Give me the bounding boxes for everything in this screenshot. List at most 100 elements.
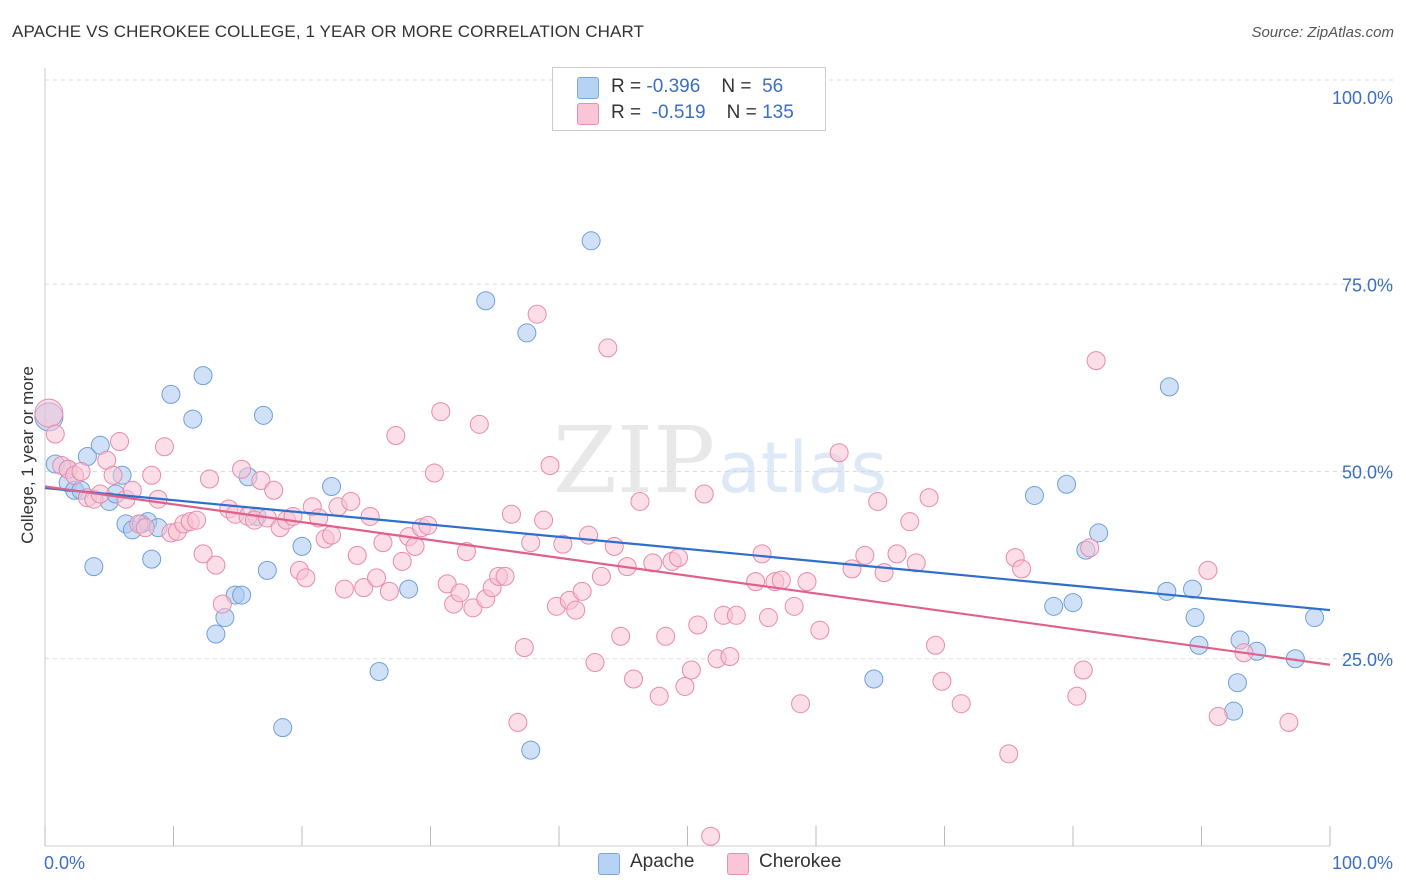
cherokee-point — [688, 615, 708, 635]
y-tick-label: 25.0% — [1342, 650, 1393, 670]
cherokee-point — [887, 544, 907, 564]
cherokee-point — [1208, 706, 1228, 726]
cherokee-point — [932, 671, 952, 691]
apache-point — [399, 579, 419, 599]
y-tick-label: 75.0% — [1342, 275, 1393, 295]
cherokee-point — [206, 555, 226, 575]
apache-point — [1227, 673, 1247, 693]
cherokee-point — [951, 694, 971, 714]
cherokee-point — [553, 534, 573, 554]
x-tick-label-right: 100.0% — [1332, 853, 1393, 873]
apache-point — [183, 409, 203, 429]
cherokee-point — [540, 456, 560, 476]
cherokee-point — [758, 608, 778, 628]
cherokee-point — [681, 660, 701, 680]
cherokee-point — [347, 545, 367, 565]
cherokee-point — [456, 542, 476, 562]
cherokee-trend-line — [44, 485, 1331, 666]
cherokee-point — [142, 465, 162, 485]
cherokee-point — [1073, 660, 1093, 680]
cherokee-point — [675, 676, 695, 696]
cherokee-point — [71, 462, 91, 481]
cherokee-point — [630, 491, 650, 511]
cherokee-point — [701, 826, 721, 846]
legend-box: R = -0.396 N = 56 R = -0.519 N = 135 — [552, 67, 826, 131]
apache-point — [1063, 593, 1083, 613]
apache-point — [476, 291, 496, 311]
cherokee-point — [868, 491, 888, 511]
cherokee-point — [360, 506, 380, 526]
apache-point — [1305, 608, 1325, 628]
apache-point — [206, 624, 226, 644]
cherokee-point — [720, 647, 740, 667]
cherokee-point — [585, 652, 605, 672]
cherokee-point — [726, 605, 746, 625]
cherokee-point — [906, 553, 926, 573]
cherokee-point — [469, 414, 489, 434]
cherokee-point — [264, 480, 284, 500]
cherokee-point — [1080, 538, 1100, 558]
apache-point — [864, 669, 884, 689]
cherokee-point — [1012, 559, 1032, 579]
cherokee-point — [103, 465, 123, 485]
cherokee-point — [999, 744, 1019, 764]
cherokee-point — [367, 568, 387, 588]
cherokee-point — [521, 533, 541, 553]
legend-row-apache: R = -0.396 N = 56 — [577, 76, 783, 100]
apache-trend-line — [44, 486, 1331, 612]
cherokee-point — [45, 424, 65, 444]
legend-n-value: 56 — [762, 76, 784, 97]
cherokee-point — [604, 536, 624, 556]
legend-swatch-cherokee — [577, 103, 599, 125]
watermark-atlas: atlas — [718, 427, 887, 509]
cherokee-point — [527, 304, 547, 324]
tick-labels: 100.0% 75.0% 50.0% 25.0% 0.0% 100.0% — [44, 88, 1393, 873]
cherokee-point — [746, 572, 766, 592]
cherokee-point — [386, 426, 406, 446]
apache-point — [322, 476, 342, 496]
cherokee-point — [926, 635, 946, 655]
cherokee-point — [135, 518, 155, 538]
cherokee-point — [155, 437, 175, 457]
cherokee-point — [1198, 560, 1218, 580]
apache-point — [232, 585, 252, 605]
chart-title: APACHE VS CHEROKEE COLLEGE, 1 YEAR OR MO… — [12, 22, 644, 41]
cherokee-point — [334, 579, 354, 599]
cherokee-point — [187, 510, 207, 530]
points — [34, 231, 1325, 846]
legend-row-cherokee: R = -0.519 N = 135 — [577, 102, 794, 126]
cherokee-point — [598, 338, 618, 358]
apache-point — [1057, 474, 1077, 494]
cherokee-point — [797, 572, 817, 592]
cherokee-point — [669, 548, 689, 568]
apache-point — [257, 560, 277, 580]
axes — [44, 68, 1331, 847]
apache-point — [369, 661, 389, 681]
bottom-legend-swatch-cherokee — [727, 853, 749, 875]
bottom-legend-swatch-apache — [598, 853, 620, 875]
cherokee-point — [1086, 351, 1106, 371]
y-axis-label: College, 1 year or more — [18, 366, 37, 544]
legend-r-label: R = — [611, 102, 642, 123]
cherokee-point — [656, 626, 676, 646]
cherokee-point — [110, 432, 130, 452]
cherokee-point — [354, 578, 374, 598]
apache-point — [193, 366, 213, 386]
cherokee-point — [193, 544, 213, 564]
cherokee-point — [900, 512, 920, 532]
x-tick-label-left: 0.0% — [44, 853, 85, 873]
cherokee-point — [1067, 686, 1087, 706]
cherokee-point — [34, 398, 64, 428]
legend-r-value: -0.396 — [646, 76, 701, 97]
apache-point — [1157, 581, 1177, 601]
apache-point — [84, 557, 104, 577]
bottom-legend-label-apache: Apache — [630, 851, 695, 872]
cherokee-point — [392, 551, 412, 571]
apache-point — [273, 718, 293, 738]
apache-point — [517, 323, 537, 343]
bottom-legend-label-cherokee: Cherokee — [759, 851, 842, 872]
legend-n-value: 135 — [762, 102, 794, 123]
cherokee-point — [501, 504, 521, 524]
legend-swatch-apache — [577, 77, 599, 99]
cherokee-point — [495, 566, 515, 586]
